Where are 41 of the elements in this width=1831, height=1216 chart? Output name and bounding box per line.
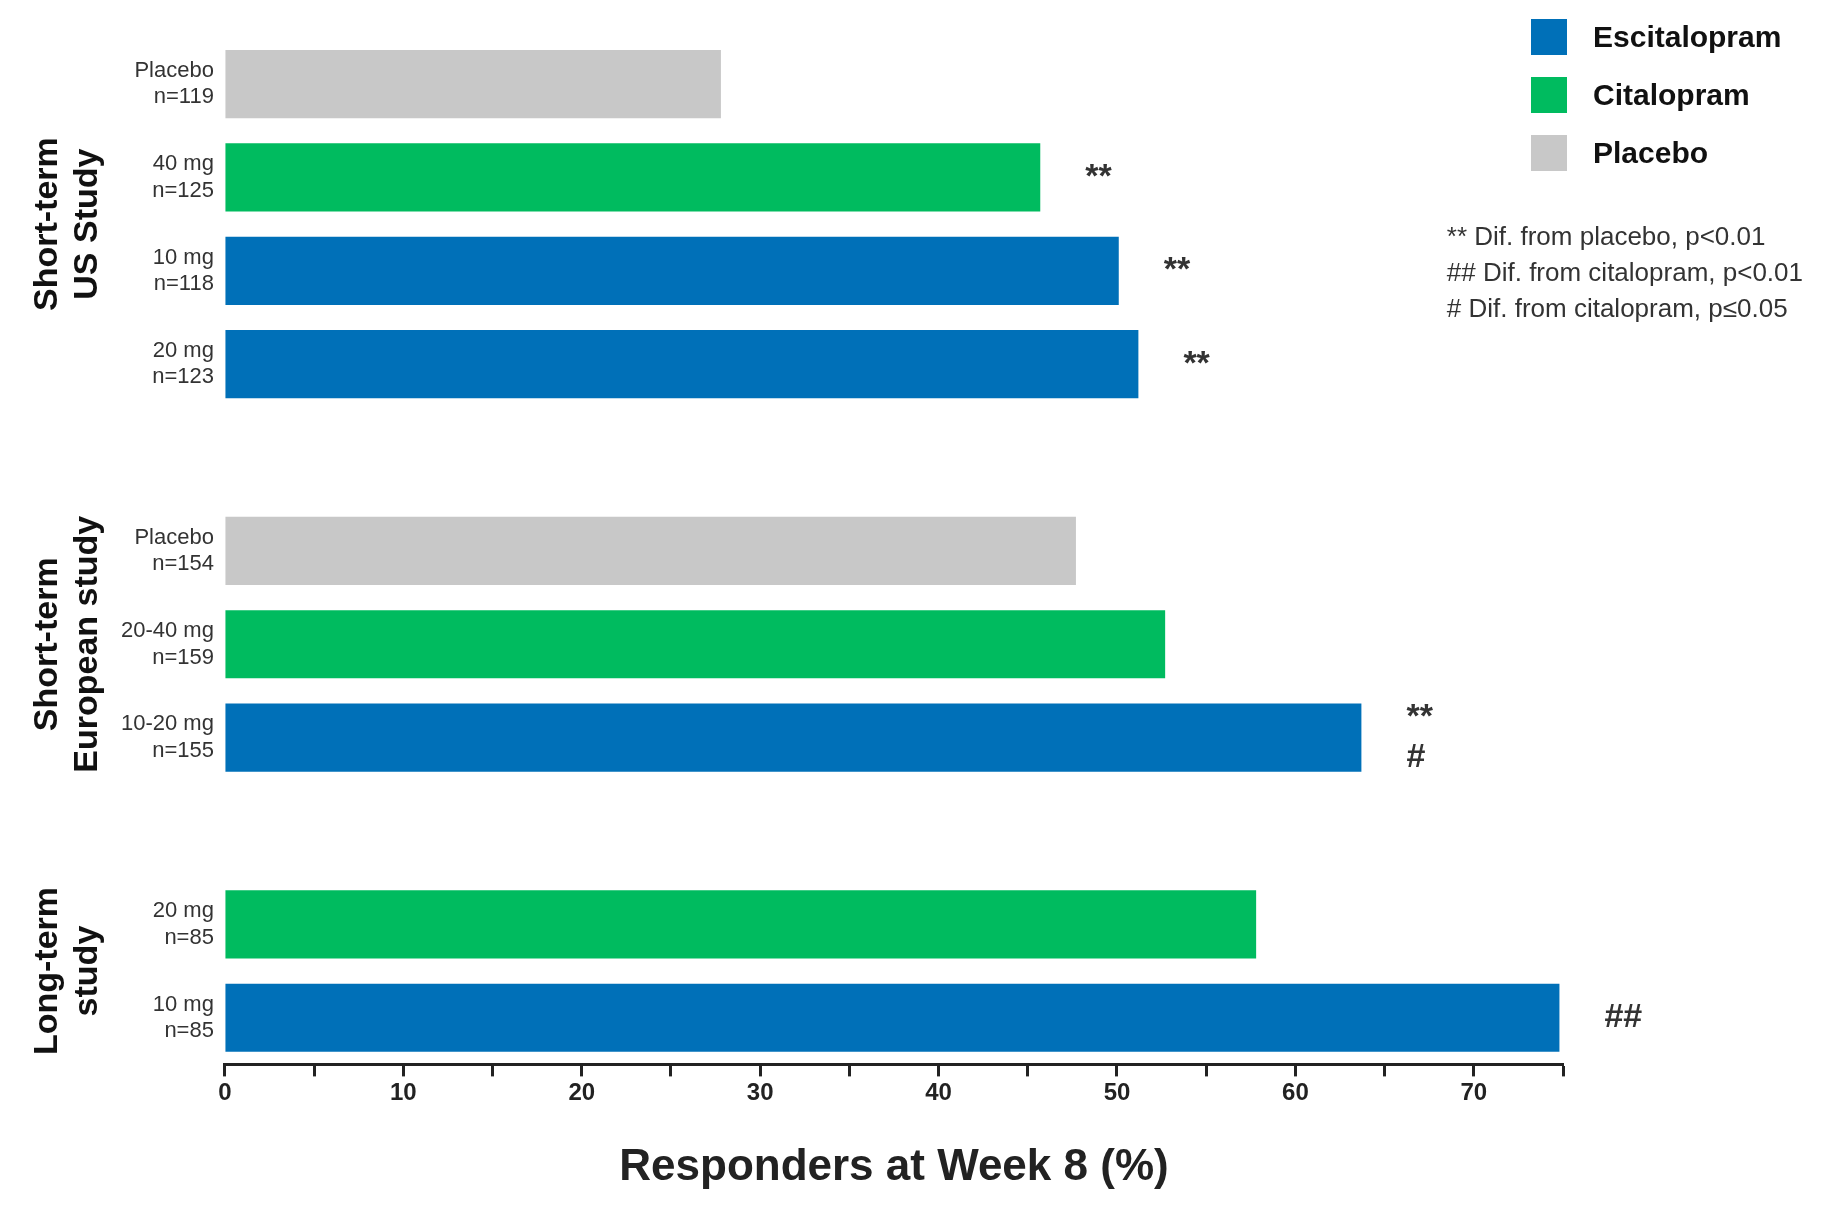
legend-label: Escitalopram: [1593, 20, 1783, 54]
x-tick-label: 60: [1282, 1078, 1309, 1106]
y-tick-label: Placebo n=154: [134, 523, 214, 576]
annotation: **: [1085, 155, 1113, 194]
y-tick-label: 10 mg n=85: [152, 990, 214, 1042]
x-tick-label: 70: [1460, 1078, 1488, 1106]
annotation: ## Dif. from citalopram, p<0.01: [1446, 256, 1803, 289]
annotation: ** #: [1406, 696, 1434, 774]
x-tick-label: 20: [568, 1078, 596, 1106]
y-tick-label: 20-40 mg n=159: [120, 617, 214, 669]
bar: [225, 236, 1119, 305]
x-tick-label: 10: [390, 1078, 417, 1106]
y-tick-label: 10-20 mg n=155: [120, 710, 214, 762]
y-tick-label: Placebo n=119: [134, 56, 214, 109]
x-tick-label: 0: [218, 1078, 232, 1106]
y-tick-label: 20 mg n=85: [152, 897, 214, 949]
bar: [225, 516, 1076, 585]
annotation: **: [1183, 342, 1211, 381]
x-axis-title: Responders at Week 8 (%): [619, 1139, 1169, 1189]
x-tick-label: 40: [925, 1078, 952, 1106]
y-tick-label: 20 mg n=123: [152, 337, 214, 389]
text: Short-term European study: [26, 515, 105, 773]
legend-label: Placebo: [1593, 136, 1710, 170]
y-tick-label: 40 mg n=125: [152, 150, 214, 202]
bar: [225, 890, 1257, 959]
text: Long-term study: [26, 886, 105, 1056]
legend-label: Citalopram: [1593, 78, 1751, 112]
bar: [225, 983, 1560, 1052]
annotation: **: [1163, 249, 1191, 288]
bar: [225, 330, 1139, 399]
x-tick-label: 30: [746, 1078, 774, 1106]
y-tick-label: 10 mg n=118: [152, 243, 214, 296]
text: Short-term US Study: [26, 137, 105, 312]
bar: [225, 610, 1166, 679]
bar: [225, 50, 721, 119]
bar: [225, 703, 1362, 772]
x-tick-label: 50: [1103, 1078, 1131, 1106]
annotation: ##: [1604, 996, 1643, 1035]
annotation: ** Dif. from placebo, p<0.01: [1446, 220, 1767, 253]
bar: [225, 143, 1041, 212]
annotation: # Dif. from citalopram, p≤0.05: [1446, 292, 1789, 325]
